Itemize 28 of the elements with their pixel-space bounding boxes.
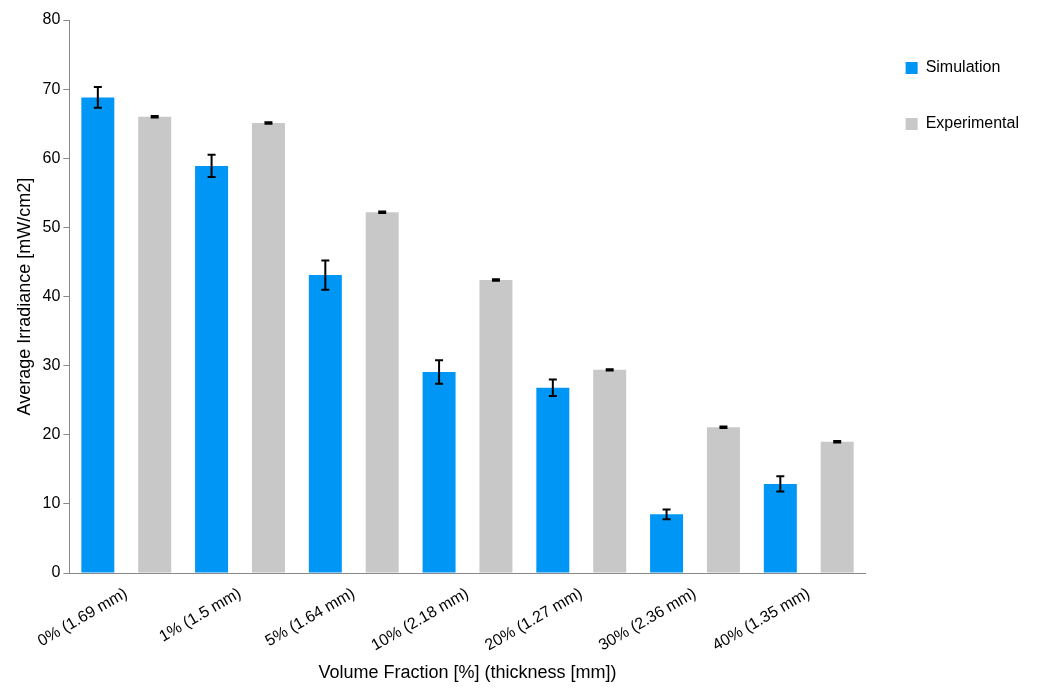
bar [422, 371, 456, 573]
x-axis-title: Volume Fraction [%] (thickness [mm]) [318, 662, 617, 683]
y-tick-label: 50 [42, 217, 61, 235]
bar [536, 387, 570, 573]
y-tick-label: 70 [42, 79, 61, 97]
bar [365, 212, 399, 573]
bar [308, 275, 342, 573]
bar [763, 483, 797, 573]
y-tick-label: 80 [42, 10, 61, 28]
y-tick-label: 20 [42, 425, 61, 443]
bar [81, 97, 115, 573]
y-tick-label: 30 [42, 356, 61, 374]
bar [593, 369, 627, 573]
y-tick-label: 10 [42, 494, 61, 512]
bar [138, 116, 172, 573]
bar [650, 514, 684, 573]
bar [251, 123, 285, 573]
bar [195, 165, 229, 573]
y-axis-title: Average Irradiance [mW/cm2] [13, 177, 34, 416]
bar [706, 427, 740, 573]
legend-label: Experimental [925, 114, 1019, 132]
bar [479, 279, 513, 573]
y-tick-label: 0 [51, 563, 61, 581]
y-tick-label: 40 [42, 286, 61, 304]
bar [820, 441, 854, 573]
y-tick-label: 60 [42, 148, 61, 166]
legend-label: Simulation [925, 58, 1001, 76]
x-tick-label: 1% (1.5 mm) [155, 584, 244, 645]
